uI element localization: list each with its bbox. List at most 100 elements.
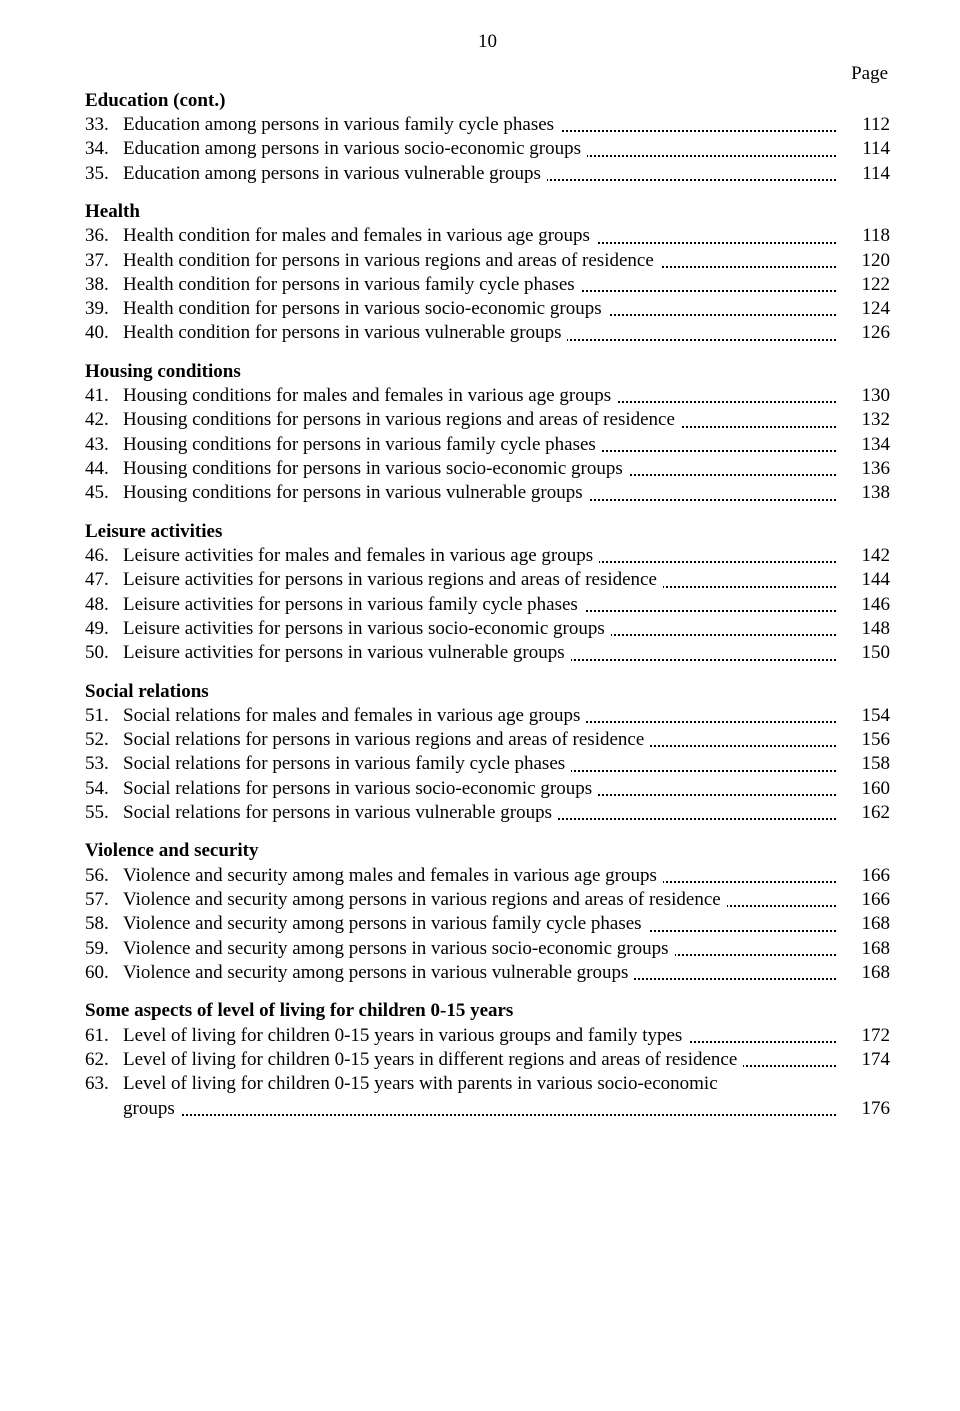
toc-row: 45.Housing conditions for persons in var… — [85, 481, 890, 505]
toc-entry-label: Social relations for persons in various … — [123, 753, 571, 774]
toc-row: 56.Violence and security among males and… — [85, 864, 890, 888]
toc-entry-number: 40. — [85, 321, 123, 345]
toc-entry-number: 56. — [85, 864, 123, 888]
toc-entry-label: Leisure activities for persons in variou… — [123, 618, 611, 639]
toc-section: Social relations51.Social relations for … — [85, 680, 890, 826]
toc-entry-label: Social relations for persons in various … — [123, 778, 598, 799]
section-heading: Health — [85, 200, 890, 224]
toc-entry-label: Housing conditions for persons in variou… — [123, 458, 629, 479]
toc-entry-text: Housing conditions for persons in variou… — [123, 433, 836, 457]
toc-entry-text: Health condition for persons in various … — [123, 273, 836, 297]
toc-entry-label: Level of living for children 0-15 years … — [123, 1049, 743, 1070]
toc-row: 37.Health condition for persons in vario… — [85, 249, 890, 273]
toc-entry-number: 62. — [85, 1048, 123, 1072]
toc-entry-text: Leisure activities for persons in variou… — [123, 641, 836, 665]
section-heading: Housing conditions — [85, 360, 890, 384]
toc-entry-page: 114 — [836, 162, 890, 186]
toc-entry-number: 48. — [85, 593, 123, 617]
toc-entry-page: 168 — [836, 937, 890, 961]
toc-entry-text: Violence and security among males and fe… — [123, 864, 836, 888]
toc-entry-number: 33. — [85, 113, 123, 137]
toc-entry-text: Education among persons in various socio… — [123, 137, 836, 161]
toc-entry-number: 51. — [85, 704, 123, 728]
toc-section: Some aspects of level of living for chil… — [85, 999, 890, 1121]
toc-row: 42.Housing conditions for persons in var… — [85, 408, 890, 432]
toc-entry-label: Violence and security among persons in v… — [123, 913, 648, 934]
toc-entry-label: Leisure activities for persons in variou… — [123, 594, 584, 615]
toc-entry-number: 55. — [85, 801, 123, 825]
toc-entry-text: Housing conditions for persons in variou… — [123, 481, 836, 505]
toc-entry-text: Health condition for males and females i… — [123, 224, 836, 248]
toc-entry-text: Leisure activities for persons in variou… — [123, 568, 836, 592]
page-number-top: 10 — [85, 30, 890, 54]
toc-entry-text: Leisure activities for persons in variou… — [123, 617, 836, 641]
toc-row: 34.Education among persons in various so… — [85, 137, 890, 161]
toc-entry-text: Level of living for children 0-15 years … — [123, 1072, 836, 1096]
toc-entry-label: Health condition for persons in various … — [123, 322, 567, 343]
toc-row: 62.Level of living for children 0-15 yea… — [85, 1048, 890, 1072]
toc-row: 57.Violence and security among persons i… — [85, 888, 890, 912]
toc-entry-page: 138 — [836, 481, 890, 505]
toc-entry-label: Housing conditions for persons in variou… — [123, 482, 589, 503]
toc-entry-label: Social relations for persons in various … — [123, 802, 558, 823]
toc-entry-label: Housing conditions for persons in variou… — [123, 434, 602, 455]
toc-entry-page: 126 — [836, 321, 890, 345]
toc-entry-page: 174 — [836, 1048, 890, 1072]
toc-entry-page: 124 — [836, 297, 890, 321]
toc-entry-text: Social relations for persons in various … — [123, 801, 836, 825]
toc-entry-page: 118 — [836, 224, 890, 248]
toc-entry-label: Health condition for persons in various … — [123, 274, 581, 295]
toc-entry-page: 150 — [836, 641, 890, 665]
toc-row: 44.Housing conditions for persons in var… — [85, 457, 890, 481]
toc-entry-page: 156 — [836, 728, 890, 752]
toc-entry-page: 168 — [836, 912, 890, 936]
toc-entry-number: 43. — [85, 433, 123, 457]
toc-entry-text: Violence and security among persons in v… — [123, 961, 836, 985]
toc-entry-text: Social relations for persons in various … — [123, 752, 836, 776]
toc-entry-page: 114 — [836, 137, 890, 161]
toc-entry-page: 176 — [836, 1097, 890, 1121]
toc-entry-label: Level of living for children 0-15 years … — [123, 1072, 836, 1096]
toc-entry-number: 42. — [85, 408, 123, 432]
toc-row: 54.Social relations for persons in vario… — [85, 777, 890, 801]
toc-entry-text: Leisure activities for males and females… — [123, 544, 836, 568]
toc-entry-number: 54. — [85, 777, 123, 801]
toc-entry-page: 160 — [836, 777, 890, 801]
toc-entry-text: Level of living for children 0-15 years … — [123, 1024, 836, 1048]
toc-row: 61.Level of living for children 0-15 yea… — [85, 1024, 890, 1048]
toc-entry-label: Housing conditions for males and females… — [123, 385, 617, 406]
toc-entry-text: Housing conditions for persons in variou… — [123, 408, 836, 432]
toc-row: 33.Education among persons in various fa… — [85, 113, 890, 137]
toc-entry-label: Violence and security among persons in v… — [123, 962, 634, 983]
toc-entry-page: 132 — [836, 408, 890, 432]
toc-entry-label: Social relations for males and females i… — [123, 705, 586, 726]
toc-entry-number: 59. — [85, 937, 123, 961]
toc-row: 38.Health condition for persons in vario… — [85, 273, 890, 297]
page: 10 Page Education (cont.)33.Education am… — [0, 0, 960, 1411]
toc-entry-label: groups — [123, 1098, 181, 1119]
toc-row: 58.Violence and security among persons i… — [85, 912, 890, 936]
toc-entry-page: 162 — [836, 801, 890, 825]
table-of-contents: Education (cont.)33.Education among pers… — [85, 89, 890, 1121]
section-heading: Social relations — [85, 680, 890, 704]
toc-row: 49.Leisure activities for persons in var… — [85, 617, 890, 641]
toc-entry-text: Violence and security among persons in v… — [123, 937, 836, 961]
toc-entry-number: 57. — [85, 888, 123, 912]
section-heading: Some aspects of level of living for chil… — [85, 999, 890, 1023]
toc-entry-number: 50. — [85, 641, 123, 665]
toc-row: 53.Social relations for persons in vario… — [85, 752, 890, 776]
toc-entry-text: Violence and security among persons in v… — [123, 912, 836, 936]
toc-entry-label: Health condition for persons in various … — [123, 250, 660, 271]
toc-entry-number: 44. — [85, 457, 123, 481]
toc-entry-page: 120 — [836, 249, 890, 273]
toc-entry-number: 35. — [85, 162, 123, 186]
toc-entry-page: 146 — [836, 593, 890, 617]
toc-row: 59.Violence and security among persons i… — [85, 937, 890, 961]
toc-entry-number: 41. — [85, 384, 123, 408]
toc-entry-text: Housing conditions for males and females… — [123, 384, 836, 408]
toc-entry-label: Leisure activities for persons in variou… — [123, 569, 663, 590]
toc-entry-number: 49. — [85, 617, 123, 641]
toc-row: 63.Level of living for children 0-15 yea… — [85, 1072, 890, 1096]
toc-entry-label: Education among persons in various vulne… — [123, 163, 547, 184]
toc-row: groups 176 — [85, 1097, 890, 1121]
